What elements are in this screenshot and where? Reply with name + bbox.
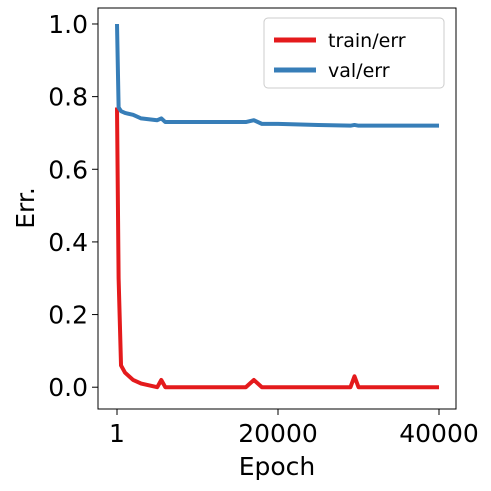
y-tick-label: 1.0 xyxy=(48,10,88,39)
y-tick-label: 0.6 xyxy=(48,155,88,184)
y-tick-label: 0.4 xyxy=(48,228,88,257)
x-tick-label: 40000 xyxy=(399,419,479,448)
y-axis-label: Err. xyxy=(11,187,40,229)
y-tick-label: 0.8 xyxy=(48,83,88,112)
x-tick-label: 20000 xyxy=(238,419,318,448)
series-line xyxy=(115,107,440,390)
series-line xyxy=(115,23,440,128)
plot-frame xyxy=(97,7,457,410)
legend-label: val/err xyxy=(328,60,390,82)
x-axis-label: Epoch xyxy=(239,452,316,481)
x-tick-label: 1 xyxy=(109,419,125,448)
y-tick-label: 0.2 xyxy=(48,301,88,330)
y-tick-label: 0.0 xyxy=(48,373,88,402)
legend-label: train/err xyxy=(328,30,406,52)
